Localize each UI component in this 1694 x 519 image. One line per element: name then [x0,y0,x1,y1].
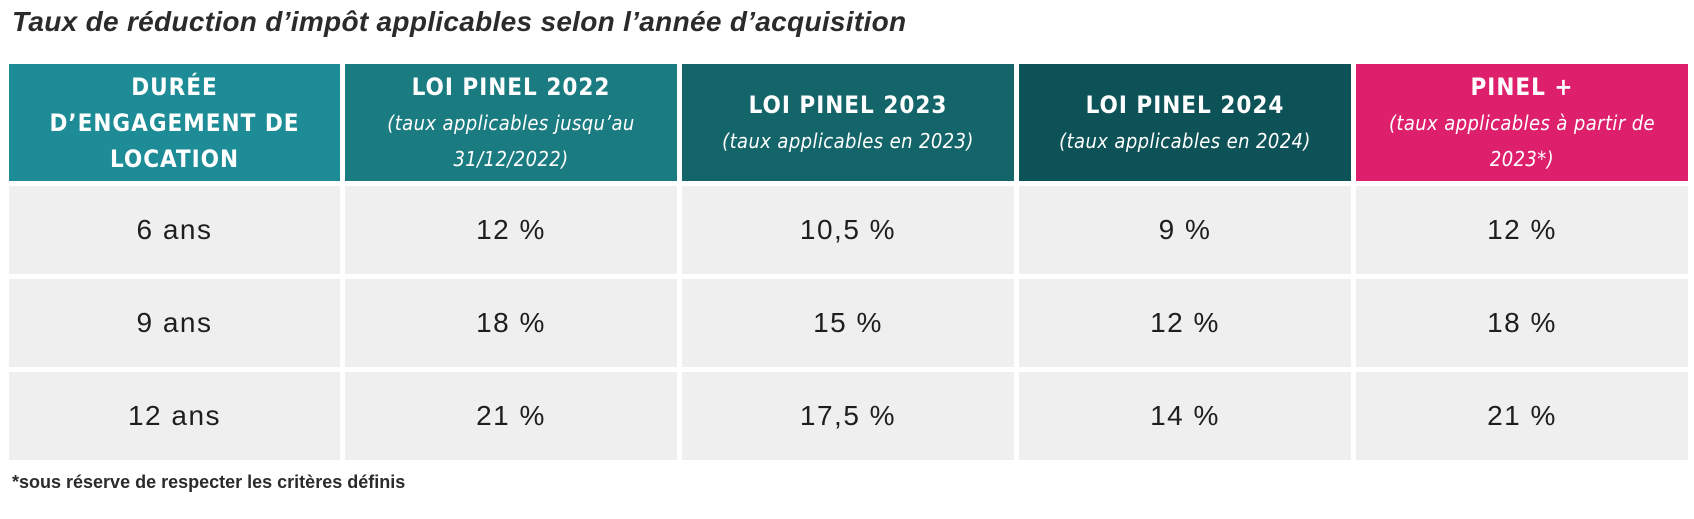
table-header-pinel-2024: LOI PINEL 2024 (taux applicables en 2024… [1019,64,1351,181]
table-cell-rate: 12 % [345,186,677,274]
table-cell-rate: 21 % [345,372,677,460]
table-cell-rate: 18 % [1356,279,1688,367]
table-header-pinel-plus: PINEL + (taux applicables à partir de 20… [1356,64,1688,181]
header-title: DURÉE D’ENGAGEMENT DE LOCATION [49,72,300,173]
table-header-pinel-2022: LOI PINEL 2022 (taux applicables jusqu’a… [345,64,677,181]
table-cell-duration: 6 ans [9,186,340,274]
table-header-duration: DURÉE D’ENGAGEMENT DE LOCATION [9,64,340,181]
page-title: Taux de réduction d’impôt applicables se… [12,6,907,37]
table-cell-rate: 12 % [1356,186,1688,274]
tax-rate-table: DURÉE D’ENGAGEMENT DE LOCATION LOI PINEL… [9,64,1688,460]
table-cell-rate: 17,5 % [682,372,1014,460]
footnote: *sous réserve de respecter les critères … [12,472,406,492]
header-title: LOI PINEL 2023 [748,90,948,119]
header-title: LOI PINEL 2024 [1085,90,1285,119]
table-header-pinel-2023: LOI PINEL 2023 (taux applicables en 2023… [682,64,1014,181]
table-cell-rate: 9 % [1019,186,1351,274]
table-cell-rate: 21 % [1356,372,1688,460]
header-subtitle: (taux applicables à partir de 2023*) [1388,110,1656,171]
header-subtitle: (taux applicables jusqu’au 31/12/2022) [387,110,635,171]
header-subtitle: (taux applicables en 2024) [1059,128,1311,153]
header-title: LOI PINEL 2022 [411,72,611,101]
table-cell-rate: 15 % [682,279,1014,367]
table-cell-duration: 9 ans [9,279,340,367]
header-subtitle: (taux applicables en 2023) [722,128,974,153]
table-cell-rate: 18 % [345,279,677,367]
table-cell-rate: 10,5 % [682,186,1014,274]
table-cell-duration: 12 ans [9,372,340,460]
table-cell-rate: 12 % [1019,279,1351,367]
header-title: PINEL + [1470,72,1574,101]
table-cell-rate: 14 % [1019,372,1351,460]
